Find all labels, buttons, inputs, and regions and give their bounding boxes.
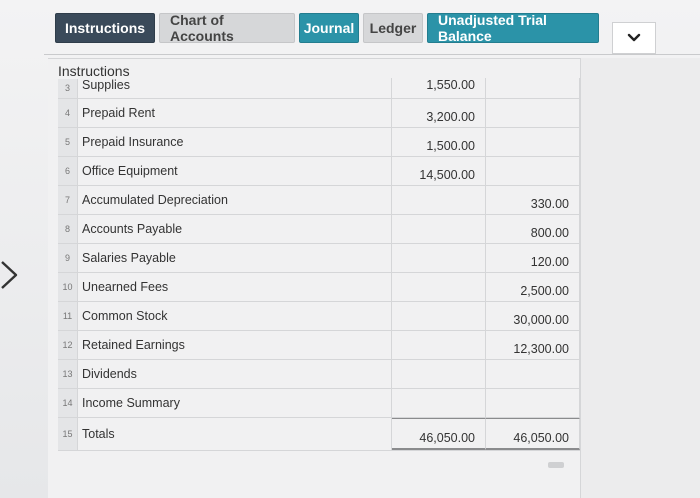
account-name[interactable]: Dividends xyxy=(78,360,392,388)
table-row: 11 Common Stock 30,000.00 xyxy=(58,302,580,331)
tab-unadjusted-trial-balance[interactable]: Unadjusted Trial Balance xyxy=(427,12,599,44)
row-number: 15 xyxy=(58,418,78,450)
totals-label: Totals xyxy=(78,418,392,450)
row-number: 13 xyxy=(58,360,78,388)
row-number: 14 xyxy=(58,389,78,417)
debit-cell[interactable] xyxy=(392,389,486,417)
account-name[interactable]: Accumulated Depreciation xyxy=(78,186,392,214)
credit-cell[interactable]: 12,300.00 xyxy=(486,331,580,359)
table-row: 6 Office Equipment 14,500.00 xyxy=(58,157,580,186)
table-row: 8 Accounts Payable 800.00 xyxy=(58,215,580,244)
account-name[interactable]: Supplies xyxy=(78,78,392,98)
header-divider xyxy=(44,54,700,55)
panel-title: Instructions xyxy=(58,63,134,79)
horizontal-scrollbar[interactable] xyxy=(548,462,564,468)
account-name[interactable]: Accounts Payable xyxy=(78,215,392,243)
table-row: 4 Prepaid Rent 3,200.00 xyxy=(58,99,580,128)
credit-cell[interactable]: 2,500.00 xyxy=(486,273,580,301)
row-number: 10 xyxy=(58,273,78,301)
debit-cell[interactable]: 1,500.00 xyxy=(392,128,486,156)
credit-cell[interactable]: 120.00 xyxy=(486,244,580,272)
totals-row: 15 Totals 46,050.00 46,050.00 xyxy=(58,418,580,451)
tab-instructions[interactable]: Instructions xyxy=(55,13,155,43)
account-name[interactable]: Income Summary xyxy=(78,389,392,417)
debit-cell[interactable]: 14,500.00 xyxy=(392,157,486,185)
table-row: 12 Retained Earnings 12,300.00 xyxy=(58,331,580,360)
credit-cell[interactable] xyxy=(486,157,580,185)
debit-cell[interactable] xyxy=(392,360,486,388)
debit-cell[interactable] xyxy=(392,244,486,272)
tab-journal[interactable]: Journal xyxy=(299,13,359,43)
table-row: 13 Dividends xyxy=(58,360,580,389)
tab-ledger[interactable]: Ledger xyxy=(363,13,423,43)
table-row: 5 Prepaid Insurance 1,500.00 xyxy=(58,128,580,157)
chevron-down-icon xyxy=(627,33,641,42)
row-number: 5 xyxy=(58,128,78,156)
account-name[interactable]: Common Stock xyxy=(78,302,392,330)
credit-cell[interactable]: 330.00 xyxy=(486,186,580,214)
debit-cell[interactable]: 3,200.00 xyxy=(392,99,486,127)
row-number: 11 xyxy=(58,302,78,330)
credit-cell[interactable] xyxy=(486,78,580,98)
row-number: 12 xyxy=(58,331,78,359)
tab-bar: Instructions Chart of Accounts Journal L… xyxy=(55,8,603,48)
right-blank-area xyxy=(580,58,700,498)
debit-cell[interactable] xyxy=(392,215,486,243)
tab-chart-of-accounts[interactable]: Chart of Accounts xyxy=(159,12,295,44)
debit-total: 46,050.00 xyxy=(392,418,486,450)
tab-dropdown-button[interactable] xyxy=(612,22,656,54)
account-name[interactable]: Office Equipment xyxy=(78,157,392,185)
row-number: 8 xyxy=(58,215,78,243)
account-name[interactable]: Prepaid Rent xyxy=(78,99,392,127)
debit-cell[interactable] xyxy=(392,186,486,214)
table-row: 3 Supplies 1,550.00 xyxy=(58,78,580,99)
table-row: 9 Salaries Payable 120.00 xyxy=(58,244,580,273)
debit-cell[interactable] xyxy=(392,302,486,330)
account-name[interactable]: Unearned Fees xyxy=(78,273,392,301)
account-name[interactable]: Salaries Payable xyxy=(78,244,392,272)
table-row: 14 Income Summary xyxy=(58,389,580,418)
credit-cell[interactable] xyxy=(486,128,580,156)
debit-cell[interactable] xyxy=(392,273,486,301)
table-row: 10 Unearned Fees 2,500.00 xyxy=(58,273,580,302)
debit-cell[interactable]: 1,550.00 xyxy=(392,78,486,98)
chevron-right-icon[interactable] xyxy=(0,258,24,292)
credit-cell[interactable]: 30,000.00 xyxy=(486,302,580,330)
table-row: 7 Accumulated Depreciation 330.00 xyxy=(58,186,580,215)
credit-cell[interactable]: 800.00 xyxy=(486,215,580,243)
account-name[interactable]: Retained Earnings xyxy=(78,331,392,359)
row-number: 9 xyxy=(58,244,78,272)
credit-cell[interactable] xyxy=(486,360,580,388)
row-number: 7 xyxy=(58,186,78,214)
row-number: 6 xyxy=(58,157,78,185)
account-name[interactable]: Prepaid Insurance xyxy=(78,128,392,156)
trial-balance-table: 3 Supplies 1,550.00 4 Prepaid Rent 3,200… xyxy=(58,78,580,451)
credit-cell[interactable] xyxy=(486,389,580,417)
credit-cell[interactable] xyxy=(486,99,580,127)
row-number: 4 xyxy=(58,99,78,127)
row-number: 3 xyxy=(58,78,78,98)
credit-total: 46,050.00 xyxy=(486,418,580,450)
debit-cell[interactable] xyxy=(392,331,486,359)
